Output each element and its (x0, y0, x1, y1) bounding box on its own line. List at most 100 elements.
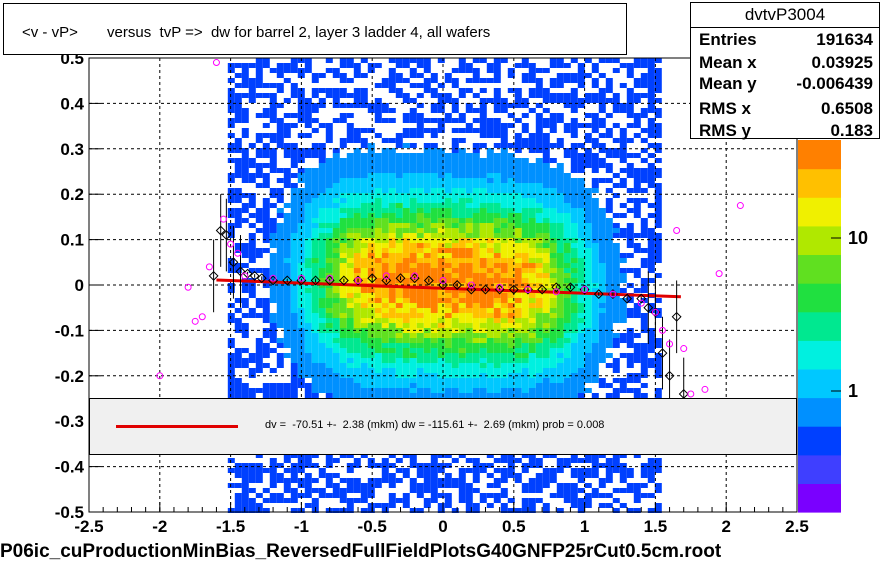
heatmap-cell (437, 373, 445, 378)
heatmap-cell (388, 138, 396, 143)
heatmap-cell (521, 228, 529, 233)
heatmap-cell (332, 343, 340, 348)
heatmap-cell (577, 318, 585, 323)
heatmap-cell (640, 138, 648, 143)
heatmap-cell (409, 308, 417, 313)
heatmap-cell (563, 188, 571, 193)
heatmap-cell (374, 383, 382, 388)
heatmap-cell (269, 458, 277, 463)
heatmap-cell (416, 313, 424, 318)
heatmap-cell (276, 63, 284, 68)
heatmap-cell (367, 388, 375, 393)
heatmap-cell (360, 343, 368, 348)
heatmap-cell (388, 173, 396, 178)
heatmap-cell (458, 203, 466, 208)
heatmap-cell (311, 358, 319, 363)
heatmap-cell (591, 213, 599, 218)
heatmap-cell (465, 233, 473, 238)
heatmap-cell (304, 478, 312, 483)
heatmap-cell (276, 393, 284, 398)
heatmap-cell (234, 163, 242, 168)
heatmap-cell (465, 278, 473, 283)
heatmap-cell (465, 293, 473, 298)
heatmap-cell (521, 128, 529, 133)
heatmap-cell (640, 108, 648, 113)
heatmap-cell (563, 148, 571, 153)
heatmap-cell (605, 308, 613, 313)
heatmap-cell (514, 163, 522, 168)
heatmap-cell (556, 98, 564, 103)
heatmap-cell (255, 93, 263, 98)
heatmap-cell (507, 348, 515, 353)
x-tick-label: 1 (580, 517, 589, 536)
heatmap-cell (241, 363, 249, 368)
heatmap-cell (339, 323, 347, 328)
heatmap-cell (500, 268, 508, 273)
heatmap-cell (465, 78, 473, 83)
heatmap-cell (654, 203, 662, 208)
heatmap-cell (374, 213, 382, 218)
heatmap-cell (493, 273, 501, 278)
heatmap-cell (542, 133, 550, 138)
heatmap-cell (346, 343, 354, 348)
heatmap-cell (360, 128, 368, 133)
heatmap-cell (304, 283, 312, 288)
heatmap-cell (458, 158, 466, 163)
heatmap-cell (360, 93, 368, 98)
profile-point-black (282, 275, 293, 286)
heatmap-cell (416, 173, 424, 178)
heatmap-cell (318, 103, 326, 108)
heatmap-cell (465, 333, 473, 338)
heatmap-cell (451, 378, 459, 383)
heatmap-cell (486, 243, 494, 248)
heatmap-cell (458, 253, 466, 258)
heatmap-cell (332, 488, 340, 493)
profile-point-black (208, 270, 219, 281)
heatmap-cell (570, 343, 578, 348)
heatmap-cell (507, 193, 515, 198)
profile-point-magenta (715, 270, 723, 278)
heatmap-cell (332, 88, 340, 93)
heatmap-cell (486, 283, 494, 288)
heatmap-cell (339, 508, 347, 513)
heatmap-cell (584, 228, 592, 233)
heatmap-cell (325, 58, 333, 63)
heatmap-cell (276, 388, 284, 393)
heatmap-cell (430, 158, 438, 163)
heatmap-cell (514, 278, 522, 283)
heatmap-cell (325, 238, 333, 243)
heatmap-cell (374, 318, 382, 323)
heatmap-cell (493, 478, 501, 483)
heatmap-cell (598, 118, 606, 123)
heatmap-cell (556, 358, 564, 363)
heatmap-cell (304, 388, 312, 393)
heatmap-cell (227, 188, 235, 193)
heatmap-cell (528, 478, 536, 483)
heatmap-cell (437, 118, 445, 123)
heatmap-cell (528, 203, 536, 208)
heatmap-cell (542, 198, 550, 203)
heatmap-cell (535, 128, 543, 133)
heatmap-cell (535, 368, 543, 373)
heatmap-cell (479, 388, 487, 393)
heatmap-cell (248, 93, 256, 98)
heatmap-cell (549, 338, 557, 343)
heatmap-cell (430, 108, 438, 113)
stats-box: dvtvP3004 Entries 191634 Mean x 0.03925 … (690, 2, 880, 140)
heatmap-cell (591, 178, 599, 183)
heatmap-cell (570, 193, 578, 198)
heatmap-cell (416, 308, 424, 313)
profile-point-magenta (205, 263, 213, 271)
profile-point-magenta (552, 288, 560, 296)
heatmap-cell (325, 223, 333, 228)
heatmap-cell (241, 108, 249, 113)
heatmap-cell (493, 98, 501, 103)
heatmap-cell (423, 88, 431, 93)
heatmap-cell (269, 323, 277, 328)
heatmap-cell (633, 93, 641, 98)
heatmap-cell (444, 368, 452, 373)
heatmap-cell (584, 453, 592, 458)
heatmap-cell (409, 363, 417, 368)
heatmap-cell (430, 293, 438, 298)
heatmap-cell (346, 488, 354, 493)
